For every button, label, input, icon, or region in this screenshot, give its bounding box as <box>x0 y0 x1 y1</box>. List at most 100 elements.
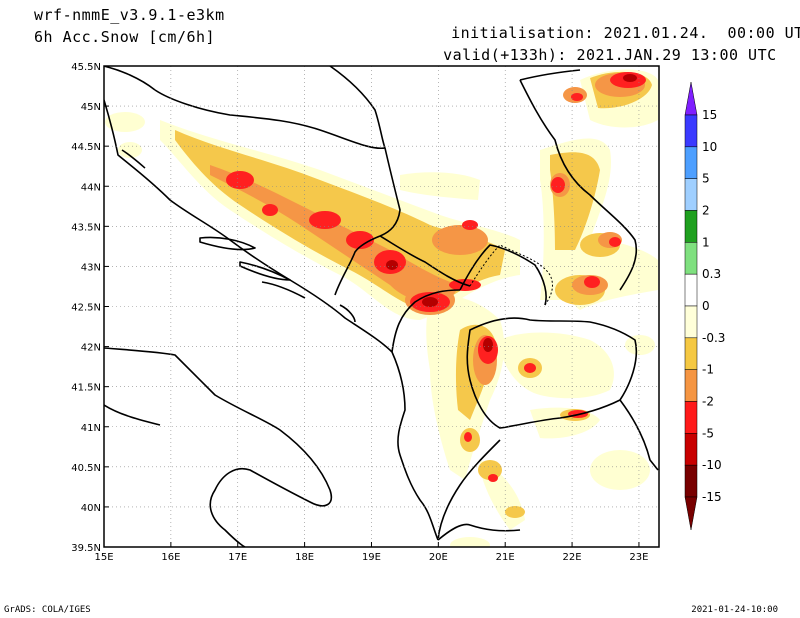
colorbar-label: 10 <box>702 140 717 154</box>
lat-tick-label: 40.5N <box>71 463 101 474</box>
snow-area <box>464 432 472 442</box>
colorbar-swatch <box>684 305 698 339</box>
border-kos <box>459 244 547 306</box>
init-time: initialisation: 2021.01.24. 00:00 UTC <box>432 6 800 42</box>
colorbar-label: -2 <box>702 395 714 409</box>
valid-label: valid(+133h): <box>443 46 567 64</box>
snow-area <box>386 260 398 270</box>
island-5 <box>339 304 356 323</box>
snow-area <box>551 177 565 193</box>
colorbar-label: -5 <box>702 426 714 440</box>
colorbar-label: 5 <box>702 172 710 186</box>
lat-tick-label: 40N <box>81 503 101 514</box>
island-2 <box>239 261 291 281</box>
snow-area <box>524 363 536 373</box>
colorbar-label: -1 <box>702 363 714 377</box>
border-bih-mne <box>334 235 381 296</box>
lat-tick-label: 43.5N <box>71 222 101 233</box>
valid-time: valid(+133h): 2021.JAN.29 13:00 UTC <box>424 28 777 64</box>
border-alb-gre <box>437 439 501 541</box>
colorbar-bottom-arrow <box>684 496 698 531</box>
valid-value: 2021.JAN.29 13:00 UTC <box>576 46 777 64</box>
colorbar-label: -10 <box>702 458 722 472</box>
colorbar-label: 0.3 <box>702 267 721 281</box>
snow-area <box>505 506 525 518</box>
border-ser-kos-dashed <box>469 244 553 306</box>
lat-tick-label: 42.5N <box>71 303 101 314</box>
colorbar-swatch <box>684 178 698 211</box>
colorbar-label: -15 <box>702 490 722 504</box>
lat-tick-label: 45.5N <box>71 62 101 73</box>
colorbar-label: -0.3 <box>702 331 725 345</box>
albania-coastline <box>391 351 439 541</box>
init-label: initialisation: <box>451 24 595 42</box>
lat-tick-label: 41.5N <box>71 383 101 394</box>
island-4 <box>121 149 146 169</box>
lat-tick-label: 44N <box>81 182 101 193</box>
lat-tick-label: 41N <box>81 423 101 434</box>
italy-heel <box>104 404 161 426</box>
snow-accumulation-field <box>105 69 658 547</box>
snow-area <box>500 332 614 399</box>
lon-tick-label: 18E <box>295 552 314 563</box>
snow-area <box>590 450 650 490</box>
snow-area <box>422 297 438 307</box>
lat-lon-grid <box>104 66 659 547</box>
island-3 <box>261 281 306 299</box>
snow-area <box>625 335 655 355</box>
lon-tick-label: 20E <box>429 552 448 563</box>
init-value: 2021.01.24. 00:00 UTC <box>603 24 800 42</box>
snow-area <box>584 276 600 288</box>
footer-credit: GrADS: COLA/IGES <box>4 605 91 615</box>
colorbar-label: 2 <box>702 204 710 218</box>
snow-area <box>309 211 341 229</box>
snow-area <box>262 204 278 216</box>
lon-tick-label: 21E <box>496 552 515 563</box>
snow-area <box>623 74 637 82</box>
border-ser-bih <box>379 147 401 237</box>
snow-area <box>346 231 374 249</box>
border-bih-north <box>154 89 386 150</box>
lat-tick-label: 42N <box>81 343 101 354</box>
border-slo-cro <box>104 66 156 91</box>
border-mne-ser <box>379 235 471 287</box>
lat-tick-label: 44.5N <box>71 142 101 153</box>
island-1 <box>199 236 256 251</box>
colorbar-swatch <box>684 337 698 370</box>
lon-tick-label: 23E <box>629 552 648 563</box>
snow-area <box>609 237 621 247</box>
colorbar-swatch <box>684 401 698 434</box>
border-gre-bul <box>619 399 659 471</box>
colorbar-swatch <box>684 242 698 275</box>
colorbar-swatch <box>684 433 698 466</box>
lat-tick-label: 43N <box>81 262 101 273</box>
croatia-coastline <box>104 99 393 353</box>
colorbar-swatch <box>684 146 698 179</box>
field-title: 6h Acc.Snow [cm/6h] <box>34 28 216 46</box>
colorbar-swatch <box>684 369 698 402</box>
snow-area <box>226 171 254 189</box>
colorbar-label: 1 <box>702 235 710 249</box>
snow-area <box>462 220 478 230</box>
colorbar-swatch <box>684 114 698 148</box>
greece-coast <box>437 523 521 541</box>
border-ser-bul <box>519 79 638 291</box>
longitude-labels: 15E 16E 17E 18E 19E 20E 21E 22E 23E <box>94 542 648 563</box>
snow-area <box>450 537 490 547</box>
snow-area <box>488 474 498 482</box>
lat-tick-label: 45N <box>81 102 101 113</box>
footer-timestamp: 2021-01-24-10:00 <box>691 605 778 615</box>
border-mne-alb <box>391 289 461 353</box>
border-hun-ser <box>329 66 386 149</box>
latitude-labels: 45.5N 45N 44.5N 44N 43.5N 43N 42.5N 42N 41.5N 41N… <box>71 62 109 554</box>
lon-tick-label: 19E <box>362 552 381 563</box>
snow-area <box>432 225 488 255</box>
colorbar-swatch <box>684 210 698 243</box>
lat-tick-label: 39.5N <box>71 543 101 554</box>
snow-area <box>571 93 583 101</box>
colorbar-top-arrow <box>684 81 698 116</box>
snow-area <box>483 338 493 352</box>
italy-coastline <box>104 347 332 547</box>
snow-area <box>105 112 145 132</box>
